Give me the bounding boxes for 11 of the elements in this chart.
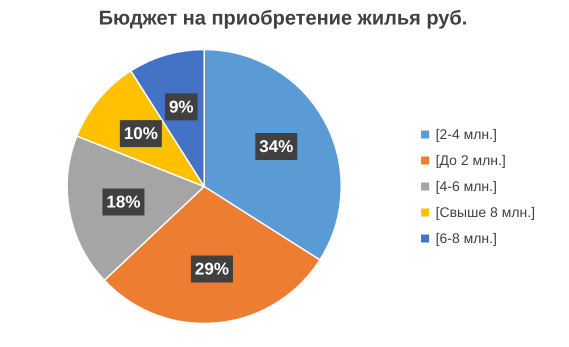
legend-label: [Свыше 8 млн.] [436,204,535,220]
data-label: 9% [168,97,194,116]
legend-label: [2-4 млн.] [436,126,497,142]
legend-label: [До 2 млн.] [436,152,506,168]
data-label: 29% [194,260,229,279]
chart-title: Бюджет на приобретение жилья руб. [98,8,468,30]
legend-label: [4-6 млн.] [436,178,497,194]
data-label: 18% [106,192,140,212]
legend-label: [6-8 млн.] [436,230,497,246]
data-label: 10% [124,124,158,144]
data-label: 34% [259,137,294,156]
